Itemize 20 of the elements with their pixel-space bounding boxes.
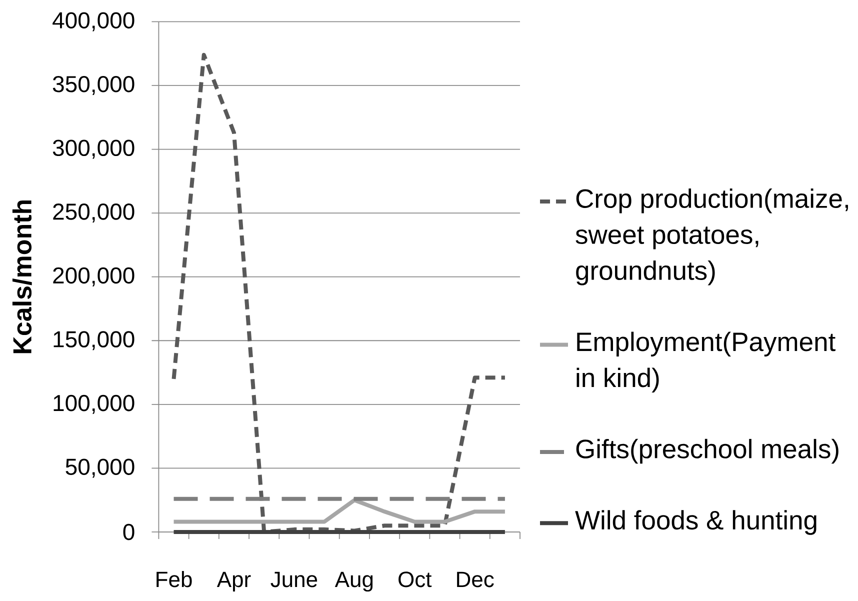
y-tick-label: 300,000 — [52, 140, 134, 159]
y-tick-label: 150,000 — [54, 331, 134, 350]
y-tick-label: 350,000 — [52, 76, 134, 95]
x-tick-label: Oct — [398, 572, 432, 588]
y-tick-label: 400,000 — [52, 12, 134, 32]
x-tick-label: Aug — [334, 572, 373, 592]
y-tick-label: 100,000 — [54, 394, 134, 414]
y-tick-label: 50,000 — [66, 458, 134, 478]
legend-label: Crop production(maize, sweet potatoes, groundnuts) — [576, 188, 848, 286]
x-tick-label: Dec — [457, 572, 494, 588]
legend-label: Gifts(preschool meals) — [576, 438, 838, 464]
y-tick-label: 250,000 — [53, 204, 134, 223]
x-tick-label: June — [270, 572, 318, 588]
x-tick-label: Apr — [216, 572, 251, 592]
legend-label: Employment(Payment in kind) — [576, 332, 836, 392]
x-tick-label: Feb — [156, 571, 192, 588]
y-tick-label: 0 — [123, 524, 134, 540]
y-axis-title: Kcals/month — [12, 200, 32, 354]
y-tick-label: 200,000 — [53, 267, 134, 286]
legend-label: Wild foods & hunting — [575, 510, 816, 535]
